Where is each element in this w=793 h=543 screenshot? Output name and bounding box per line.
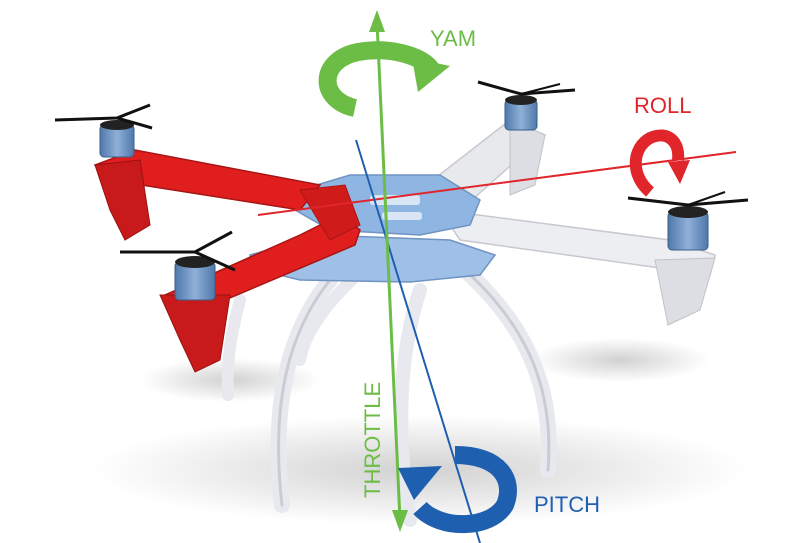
- throttle-axis-line: [375, 21, 402, 521]
- motor-rear-left: [477, 80, 576, 131]
- motor-rear-right: [627, 191, 749, 251]
- pitch-rotation-arrow-icon: [398, 446, 517, 534]
- roll-axis-line: [257, 151, 737, 216]
- throttle-arrow-down-icon: [392, 510, 408, 532]
- throttle-arrow-up-icon: [369, 10, 385, 32]
- motor-front-left: [54, 103, 153, 158]
- motor-front-right: [120, 230, 236, 301]
- yaw-label: YAM: [430, 26, 476, 51]
- roll-rotation-arrow-icon: [629, 129, 690, 197]
- pitch-axis-line: [355, 139, 481, 543]
- pitch-label: PITCH: [534, 492, 600, 517]
- floor-shadow: [90, 338, 750, 525]
- roll-label: ROLL: [634, 93, 691, 118]
- yaw-rotation-arrow-icon: [318, 41, 450, 117]
- throttle-label: THROTTLE: [360, 382, 385, 498]
